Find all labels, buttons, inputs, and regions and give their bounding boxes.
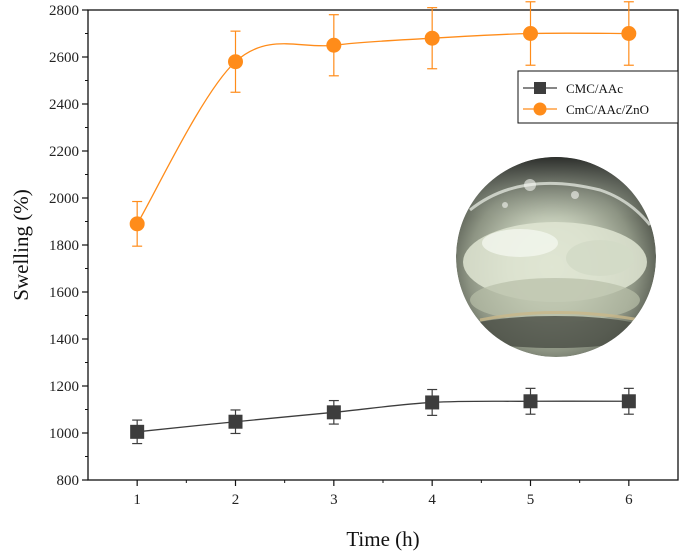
legend-box (517, 70, 679, 124)
y-tick-label: 1600 (49, 285, 79, 301)
data-point-circle (424, 30, 440, 46)
y-tick-label: 2400 (49, 97, 79, 113)
data-point-circle (621, 26, 637, 41)
series-layer (129, 1, 637, 445)
series-line (137, 400, 629, 433)
data-point-circle (129, 216, 145, 232)
data-point-square (326, 405, 341, 420)
x-tick-label: 6 (625, 492, 633, 508)
y-tick-label: 2000 (49, 191, 79, 207)
y-tick-label: 800 (57, 473, 80, 489)
hydrogel-photo-inset (456, 157, 656, 357)
y-tick-label: 1400 (49, 332, 79, 348)
legend: CMC/AAc CmC/AAc/ZnO (517, 70, 679, 124)
data-point-circle (523, 26, 538, 41)
data-point-circle (326, 37, 342, 53)
data-point-square (425, 395, 440, 410)
x-tick-label: 3 (330, 492, 338, 508)
x-tick-label: 2 (232, 492, 240, 508)
x-tick-label: 1 (133, 492, 141, 508)
legend-label-cmc-aac: CMC/AAc (566, 81, 623, 96)
legend-item-cmc-aac: CMC/AAc (523, 81, 623, 96)
x-tick-label: 4 (428, 492, 436, 508)
legend-item-cmc-aac-zno: CmC/AAc/ZnO (523, 102, 649, 117)
data-point-square (621, 394, 636, 409)
legend-label-cmc-aac-zno: CmC/AAc/ZnO (566, 102, 649, 117)
y-tick-label: 1000 (49, 426, 79, 442)
x-axis: 1 2 3 4 5 6 (133, 480, 633, 508)
y-tick-label: 2600 (49, 50, 79, 66)
y-axis: 800 1000 1200 1400 1600 1800 2000 2200 2400 2600 2… (49, 3, 88, 489)
y-tick-label: 2800 (49, 3, 79, 19)
y-tick-label: 1200 (49, 379, 79, 395)
series-cmc-aac (130, 387, 636, 445)
series-cmc-aac-zno (129, 1, 637, 247)
y-tick-label: 2200 (49, 144, 79, 160)
data-point-square (523, 394, 538, 409)
data-point-square (228, 414, 243, 429)
legend-circle-marker (533, 102, 547, 116)
data-point-circle (228, 54, 243, 70)
data-point-square (130, 424, 145, 439)
legend-square-marker (534, 82, 546, 94)
y-axis-title: Swelling (%) (9, 189, 33, 300)
y-tick-label: 1800 (49, 238, 79, 254)
x-tick-label: 5 (527, 492, 535, 508)
x-axis-title: Time (h) (346, 527, 419, 551)
